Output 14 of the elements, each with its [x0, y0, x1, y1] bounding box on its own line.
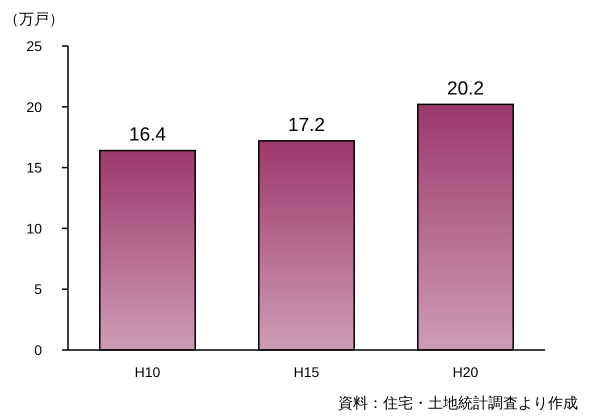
y-tick-label: 15 — [26, 160, 42, 176]
y-tick-label: 5 — [34, 281, 42, 298]
x-tick-label: H10 — [134, 364, 161, 380]
y-tick-label: 10 — [26, 220, 42, 236]
text: 資料：住宅・土地統計調査より作成 — [338, 395, 578, 412]
y-tick-label: 25 — [26, 38, 42, 54]
y-axis-title: （万戸） — [4, 11, 64, 28]
x-tick-label: H15 — [294, 364, 320, 380]
data-label: 20.2 — [447, 78, 484, 100]
y-tick-label: 0 — [34, 342, 42, 358]
data-label: 16.4 — [129, 124, 166, 146]
x-tick-label: H20 — [452, 364, 479, 380]
y-tick-label: 20 — [26, 98, 42, 115]
data-label: 17.2 — [288, 114, 325, 136]
